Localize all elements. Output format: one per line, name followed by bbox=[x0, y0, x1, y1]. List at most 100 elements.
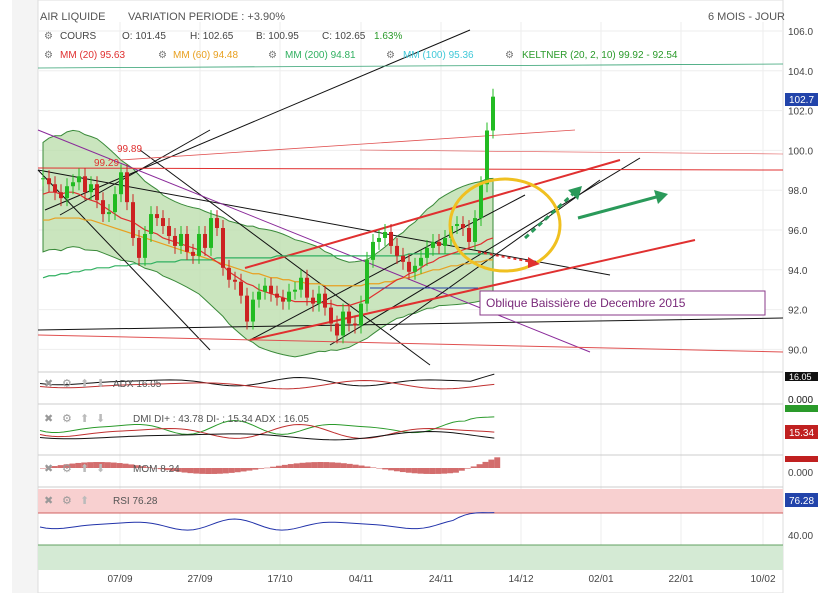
panel-label: MOM bbox=[133, 464, 157, 475]
arrow-up-icon[interactable]: ⬆ bbox=[80, 378, 89, 390]
resistance-label-1: 99.89 bbox=[117, 144, 142, 155]
candle-body bbox=[191, 251, 195, 256]
mom-bar bbox=[146, 467, 153, 468]
mom-axis-label: 0.000 bbox=[788, 468, 813, 479]
mom-bar bbox=[193, 468, 200, 474]
candle-body bbox=[437, 241, 441, 246]
close-icon[interactable]: ✖ bbox=[44, 378, 53, 390]
panel-adx-controls[interactable]: ✖ ⚙ ⬆ ⬇ ADX 16.05 bbox=[44, 378, 162, 390]
quote-change: 1.63% bbox=[374, 31, 402, 42]
indicator-ma100[interactable]: ⚙ MM (100) 95.36 bbox=[386, 50, 474, 61]
mom-bar bbox=[187, 468, 194, 474]
panel-label: RSI bbox=[113, 496, 130, 507]
mom-bar bbox=[264, 467, 271, 469]
indicator-ma60[interactable]: ⚙ MM (60) 94.48 bbox=[158, 50, 238, 61]
candle-body bbox=[89, 184, 93, 193]
close-icon[interactable]: ✖ bbox=[44, 495, 53, 507]
panel-dmi-controls[interactable]: ✖ ⚙ ⬆ ⬇ DMI DI+ : 43.78 DI- : 15.34 ADX … bbox=[44, 413, 309, 425]
candle-body bbox=[413, 265, 417, 272]
candle-body bbox=[47, 178, 51, 185]
gear-icon[interactable]: ⚙ bbox=[62, 378, 72, 390]
panel-rsi-controls[interactable]: ✖ ⚙ ⬆ RSI 76.28 bbox=[44, 495, 158, 507]
svg-text:MM (200) 94.81: MM (200) 94.81 bbox=[285, 50, 356, 61]
panel-mom-controls[interactable]: ✖ ⚙ ⬆ ⬇ MOM 8.24 bbox=[44, 463, 180, 475]
quote-close: C: 102.65 bbox=[322, 31, 366, 42]
x-tick-label: 07/09 bbox=[107, 574, 132, 585]
gear-icon[interactable]: ⚙ bbox=[44, 50, 53, 61]
arrow-down-icon[interactable]: ⬇ bbox=[96, 413, 105, 425]
candle-body bbox=[95, 184, 99, 201]
x-tick-label: 04/11 bbox=[349, 574, 374, 585]
trendline bbox=[37, 63, 784, 69]
rsi-overbought-zone bbox=[38, 489, 783, 513]
mom-bar bbox=[40, 468, 46, 469]
trendline bbox=[59, 129, 211, 216]
adx-tag bbox=[785, 372, 818, 381]
trendline bbox=[359, 149, 784, 155]
mom-bar bbox=[134, 465, 141, 468]
mom-bar bbox=[411, 468, 418, 474]
gear-icon[interactable]: ⚙ bbox=[158, 50, 167, 61]
y-tick-label: 100.0 bbox=[788, 146, 813, 157]
mom-bar bbox=[258, 468, 265, 469]
panel-label: DMI DI+ : 43.78 DI- : 15.34 ADX : 16.05 bbox=[133, 414, 309, 425]
gear-icon[interactable]: ⚙ bbox=[62, 413, 72, 425]
mom-bar bbox=[482, 461, 489, 468]
arrow-up-icon[interactable]: ⬆ bbox=[80, 413, 89, 425]
candle-body bbox=[425, 247, 429, 258]
mom-bar bbox=[311, 462, 318, 468]
mom-bar bbox=[116, 463, 123, 468]
arrow-up-icon[interactable]: ⬆ bbox=[80, 463, 89, 475]
mom-bar bbox=[158, 468, 164, 470]
close-icon[interactable]: ✖ bbox=[44, 413, 53, 425]
candle-body bbox=[377, 237, 381, 242]
candle-body bbox=[485, 130, 489, 185]
arrow-up-icon[interactable]: ⬆ bbox=[80, 495, 89, 507]
trendline bbox=[44, 29, 471, 211]
gear-icon[interactable]: ⚙ bbox=[505, 50, 514, 61]
candle-body bbox=[281, 297, 285, 302]
gear-icon[interactable]: ⚙ bbox=[62, 495, 72, 507]
period-label[interactable]: 6 MOIS - JOUR bbox=[708, 11, 785, 23]
gear-icon[interactable]: ⚙ bbox=[386, 50, 395, 61]
candle-body bbox=[245, 295, 249, 322]
candle-body bbox=[347, 311, 351, 324]
adx-tag-value: 16.05 bbox=[789, 372, 812, 382]
quote-high: H: 102.65 bbox=[190, 31, 234, 42]
close-icon[interactable]: ✖ bbox=[44, 463, 53, 475]
y-tick-label: 98.0 bbox=[788, 186, 808, 197]
x-tick-label: 14/12 bbox=[508, 574, 533, 585]
arrow-down-icon[interactable]: ⬇ bbox=[96, 378, 105, 390]
candle-body bbox=[263, 285, 267, 292]
arrow-down-icon[interactable]: ⬇ bbox=[96, 463, 105, 475]
trendline bbox=[249, 194, 526, 341]
mom-bar bbox=[276, 465, 282, 468]
trendline bbox=[37, 317, 784, 331]
indicator-label: MM (20) bbox=[60, 50, 97, 61]
sub-indicator-layer bbox=[38, 373, 783, 570]
candle-body bbox=[239, 281, 243, 296]
indicator-ma20[interactable]: ⚙ MM (20) 95.63 bbox=[44, 50, 125, 61]
y-tick-label: 106.0 bbox=[788, 27, 813, 38]
resistance-label-2: 99.29 bbox=[94, 158, 119, 169]
quote-open: O: 101.45 bbox=[122, 31, 166, 42]
trendline bbox=[37, 334, 784, 353]
candle-body bbox=[125, 172, 129, 203]
panel-label: ADX bbox=[113, 379, 134, 390]
mom-bar bbox=[181, 468, 188, 473]
gear-icon[interactable]: ⚙ bbox=[44, 31, 53, 42]
candle-body bbox=[149, 214, 153, 234]
mom-bar bbox=[476, 464, 483, 468]
x-tick-label: 02/01 bbox=[588, 574, 613, 585]
indicator-ma200[interactable]: ⚙ MM (200) 94.81 bbox=[268, 50, 356, 61]
gear-icon[interactable]: ⚙ bbox=[62, 463, 72, 475]
panel-value: 76.28 bbox=[132, 496, 157, 507]
candle-body bbox=[233, 279, 237, 282]
last-price-tag bbox=[785, 93, 818, 106]
indicator-keltner[interactable]: ⚙ KELTNER (20, 2, 10) 99.92 - 92.54 bbox=[505, 50, 678, 61]
dmi-tag-value: 15.34 bbox=[789, 428, 814, 439]
candle-body bbox=[71, 182, 75, 187]
gear-icon[interactable]: ⚙ bbox=[268, 50, 277, 61]
candle-body bbox=[299, 277, 303, 290]
